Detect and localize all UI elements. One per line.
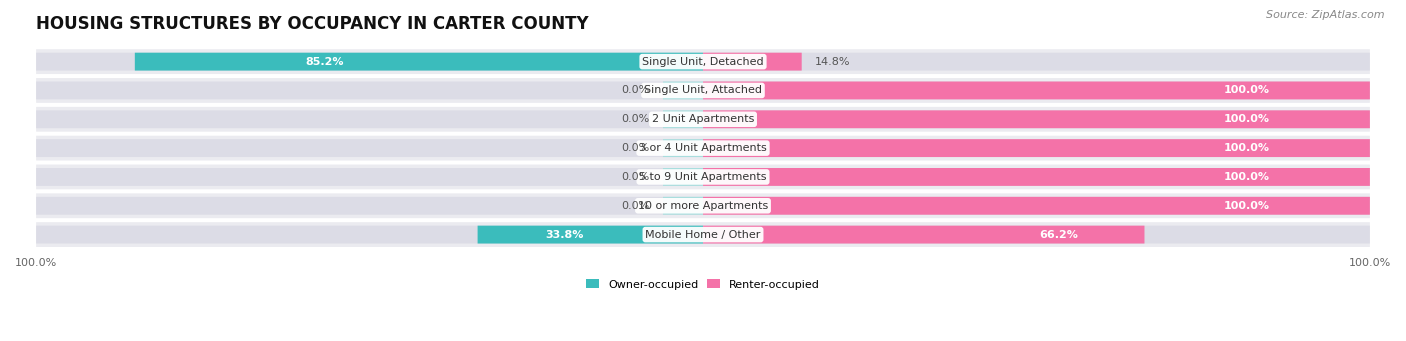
FancyBboxPatch shape [37,168,1369,186]
Text: 85.2%: 85.2% [305,57,344,66]
Text: Mobile Home / Other: Mobile Home / Other [645,229,761,240]
FancyBboxPatch shape [37,107,1369,132]
Text: Source: ZipAtlas.com: Source: ZipAtlas.com [1267,10,1385,20]
FancyBboxPatch shape [703,168,1369,186]
Text: HOUSING STRUCTURES BY OCCUPANCY IN CARTER COUNTY: HOUSING STRUCTURES BY OCCUPANCY IN CARTE… [37,15,589,33]
FancyBboxPatch shape [37,136,1369,161]
FancyBboxPatch shape [664,139,703,157]
FancyBboxPatch shape [37,78,1369,103]
Text: 100.0%: 100.0% [1223,172,1270,182]
FancyBboxPatch shape [703,226,1144,243]
Text: 5 to 9 Unit Apartments: 5 to 9 Unit Apartments [640,172,766,182]
FancyBboxPatch shape [37,81,1369,99]
FancyBboxPatch shape [37,197,1369,215]
FancyBboxPatch shape [664,168,703,186]
FancyBboxPatch shape [37,139,1369,157]
Text: 10 or more Apartments: 10 or more Apartments [638,201,768,211]
Text: 100.0%: 100.0% [1223,86,1270,95]
FancyBboxPatch shape [135,53,703,71]
FancyBboxPatch shape [37,49,1369,74]
FancyBboxPatch shape [703,197,1369,215]
Text: 66.2%: 66.2% [1039,229,1078,240]
FancyBboxPatch shape [664,197,703,215]
Text: 100.0%: 100.0% [1223,143,1270,153]
Text: 0.0%: 0.0% [621,114,650,124]
FancyBboxPatch shape [703,139,1369,157]
Text: Single Unit, Detached: Single Unit, Detached [643,57,763,66]
FancyBboxPatch shape [37,110,1369,128]
Text: 100.0%: 100.0% [1223,114,1270,124]
FancyBboxPatch shape [703,110,1369,128]
Text: 0.0%: 0.0% [621,143,650,153]
FancyBboxPatch shape [37,165,1369,189]
Text: 3 or 4 Unit Apartments: 3 or 4 Unit Apartments [640,143,766,153]
Text: 100.0%: 100.0% [1223,201,1270,211]
Text: 14.8%: 14.8% [815,57,851,66]
Text: Single Unit, Attached: Single Unit, Attached [644,86,762,95]
FancyBboxPatch shape [664,81,703,99]
FancyBboxPatch shape [664,110,703,128]
FancyBboxPatch shape [703,53,801,71]
FancyBboxPatch shape [37,193,1369,218]
Text: 0.0%: 0.0% [621,86,650,95]
FancyBboxPatch shape [37,53,1369,71]
Text: 0.0%: 0.0% [621,172,650,182]
Text: 0.0%: 0.0% [621,201,650,211]
Legend: Owner-occupied, Renter-occupied: Owner-occupied, Renter-occupied [581,275,825,294]
Text: 2 Unit Apartments: 2 Unit Apartments [652,114,754,124]
Text: 33.8%: 33.8% [546,229,583,240]
FancyBboxPatch shape [37,222,1369,247]
FancyBboxPatch shape [703,81,1369,99]
FancyBboxPatch shape [37,226,1369,243]
FancyBboxPatch shape [478,226,703,243]
